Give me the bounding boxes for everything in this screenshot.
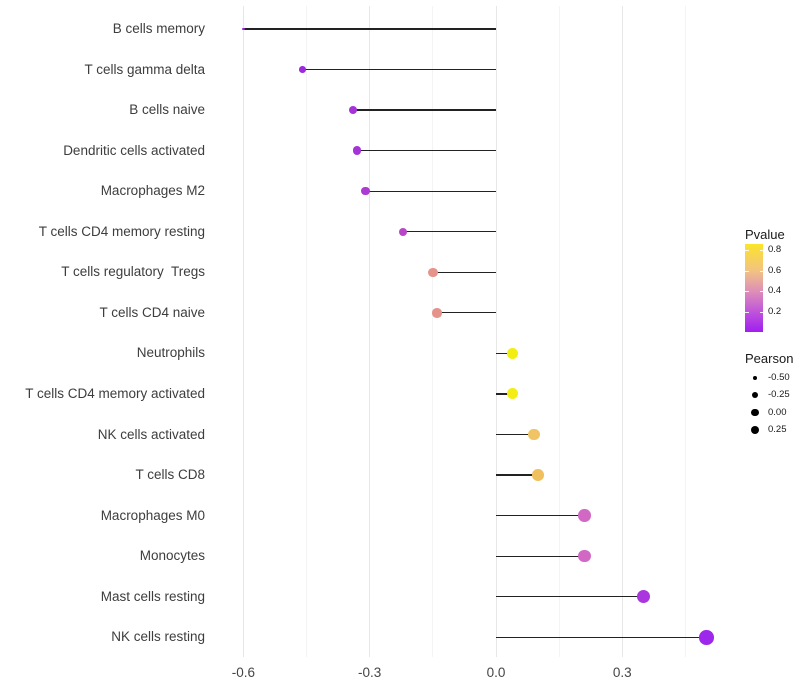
stem [496, 555, 585, 557]
pvalue-tick-mark [759, 270, 763, 272]
x-axis-tick-label: -0.3 [358, 665, 382, 680]
data-point [361, 187, 370, 196]
gridline-major [621, 6, 623, 657]
pearson-legend-label: 0.00 [768, 406, 787, 418]
y-axis-label: NK cells resting [111, 629, 205, 645]
stem [357, 150, 496, 152]
gridline-major [242, 6, 244, 657]
pvalue-tick-mark [745, 311, 749, 313]
stem [352, 109, 496, 111]
y-axis-label: Neutrophils [136, 345, 205, 361]
stem [496, 474, 539, 476]
x-axis-tick-label: 0.0 [486, 665, 506, 680]
pearson-legend-dot [752, 375, 758, 381]
x-axis-tick-label: 0.3 [612, 665, 632, 680]
pvalue-tick-label: 0.8 [768, 244, 782, 256]
data-point [432, 308, 442, 318]
gridline-minor [558, 6, 560, 657]
data-point [428, 267, 438, 277]
y-axis-label: Macrophages M2 [100, 183, 205, 199]
gridline-major [495, 6, 497, 657]
x-axis-tick-label: -0.6 [231, 665, 256, 680]
pearson-legend-label: 0.25 [768, 423, 787, 435]
pvalue-tick-label: 0.2 [768, 305, 782, 317]
pvalue-tick-mark [759, 250, 763, 252]
y-axis-label: T cells CD4 naive [99, 304, 205, 320]
data-point [507, 347, 519, 359]
data-point [528, 428, 540, 441]
y-axis-label: T cells regulatory Tregs [61, 264, 205, 280]
data-point [352, 146, 362, 155]
gridline-major [369, 6, 371, 657]
pearson-legend-label: -0.50 [768, 372, 790, 383]
data-point [507, 388, 519, 400]
y-axis-label: Dendritic cells activated [63, 142, 205, 158]
gridline-minor [306, 6, 308, 657]
y-axis-label: NK cells activated [97, 426, 205, 442]
stem [302, 68, 496, 71]
pvalue-colorbar [745, 244, 763, 332]
pearson-legend-dot [751, 425, 759, 434]
y-axis-label: T cells CD4 memory resting [38, 223, 205, 239]
data-point [578, 549, 591, 563]
pvalue-legend-title: Pvalue [745, 227, 785, 242]
stem [496, 433, 534, 436]
pearson-legend-label: -0.25 [768, 389, 790, 401]
pvalue-tick-mark [759, 291, 763, 293]
gridline-minor [684, 6, 686, 657]
y-axis-label: B cells naive [129, 102, 205, 118]
y-axis-label: T cells gamma delta [84, 61, 205, 77]
data-point [578, 509, 591, 522]
stem [432, 271, 496, 273]
stem [496, 352, 513, 355]
data-point [636, 590, 651, 604]
y-axis-label: Monocytes [139, 548, 205, 564]
pvalue-tick-label: 0.6 [768, 264, 782, 276]
pvalue-tick-mark [745, 291, 749, 293]
stem [403, 231, 496, 233]
data-point [532, 469, 544, 481]
data-point [399, 227, 408, 236]
stem [496, 514, 585, 517]
y-axis-label: T cells CD4 memory activated [25, 385, 205, 401]
pvalue-tick-mark [759, 311, 763, 313]
y-axis-label: T cells CD8 [135, 467, 205, 483]
y-axis-label: Mast cells resting [100, 588, 205, 604]
stem [496, 393, 513, 395]
pvalue-tick-label: 0.4 [768, 285, 782, 297]
data-point [299, 66, 306, 73]
y-axis-label: B cells memory [112, 21, 205, 36]
pvalue-tick-mark [745, 250, 749, 252]
data-point [242, 27, 245, 31]
stem [496, 636, 707, 638]
pvalue-tick-mark [745, 270, 749, 272]
stem [243, 28, 496, 30]
pearson-legend-dot [752, 392, 758, 399]
data-point [348, 105, 358, 115]
pearson-legend-dot [751, 408, 759, 417]
stem [365, 190, 496, 192]
gridline-minor [432, 6, 434, 657]
stem [437, 312, 496, 314]
data-point [699, 629, 714, 645]
pearson-legend-title: Pearson [745, 351, 794, 366]
y-axis-label: Macrophages M0 [100, 507, 205, 523]
stem [496, 596, 644, 598]
